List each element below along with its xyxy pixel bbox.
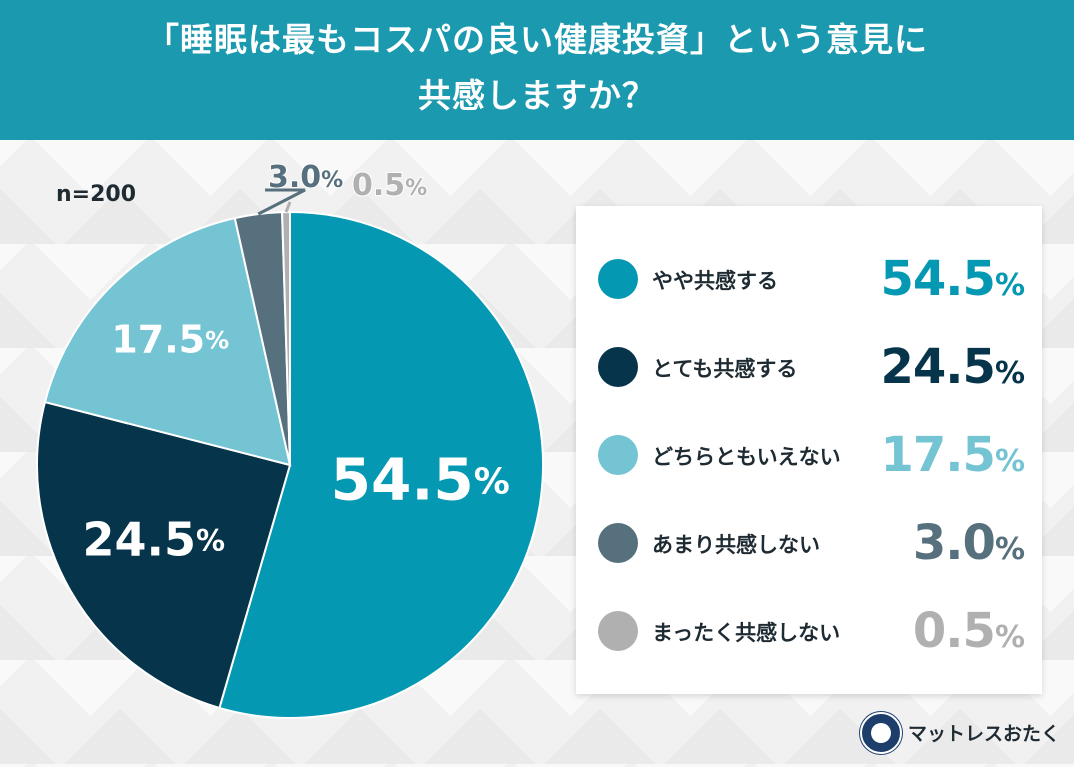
legend-swatch [598, 523, 638, 563]
pie-slice [218, 210, 544, 719]
legend-label: どちらともいえない [652, 445, 841, 469]
legend-value: 3.0% [912, 515, 1025, 571]
title-banner: 「睡眠は最もコスパの良い健康投資」という意見に 共感しますか？ [0, 0, 1074, 140]
legend-swatch [598, 611, 638, 651]
pie-chart: 54.5% 24.5% 17.5% 3.0% 0.5% [36, 159, 544, 719]
pie-leader-line [257, 188, 306, 216]
brand-name: マットレスおたく [908, 723, 1061, 745]
sample-size: n=200 [56, 182, 137, 207]
pie-slice-label: 24.5% [82, 512, 225, 566]
legend-value: 17.5% [880, 427, 1026, 483]
legend-item: やや共感する 54.5% [576, 249, 1042, 309]
pie-leader-line [284, 201, 292, 213]
legend-value: 0.5% [912, 603, 1025, 659]
legend-swatch [598, 259, 638, 299]
legend-label: とても共感する [652, 357, 798, 381]
legend-label: やや共感する [652, 269, 778, 293]
pie-slice-label: 3.0% [268, 160, 343, 195]
pie-slice [43, 216, 292, 467]
pie-slice-label: 54.5% [331, 446, 510, 514]
legend-swatch [598, 435, 638, 475]
legend-item: まったく共感しない 0.5% [576, 601, 1042, 661]
pie-slice [281, 210, 291, 466]
legend-label: まったく共感しない [652, 621, 841, 645]
legend-swatch [598, 347, 638, 387]
legend-item: とても共感する 24.5% [576, 337, 1042, 397]
legend-item: どちらともいえない 17.5% [576, 425, 1042, 485]
pie-slice-label: 0.5% [352, 168, 427, 203]
legend-label: あまり共感しない [652, 533, 820, 557]
legend: やや共感する 54.5% とても共感する 24.5% どちらともいえない 17.5% あまり… [576, 206, 1042, 694]
legend-value: 24.5% [880, 339, 1026, 395]
brand-logo-icon [860, 712, 902, 754]
legend-value: 54.5% [880, 251, 1026, 307]
pie-slice [36, 400, 292, 710]
pie-slice-label: 17.5% [111, 317, 229, 361]
chart-title: 「睡眠は最もコスパの良い健康投資」という意見に 共感しますか？ [146, 20, 928, 115]
legend-item: あまり共感しない 3.0% [576, 513, 1042, 573]
